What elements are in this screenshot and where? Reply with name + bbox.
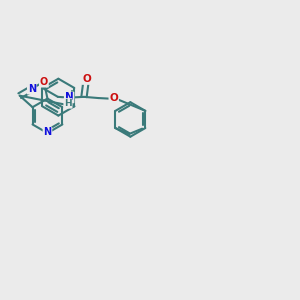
Text: O: O xyxy=(82,74,91,84)
Text: N: N xyxy=(28,84,36,94)
Text: N: N xyxy=(44,128,52,137)
Text: N: N xyxy=(65,92,74,102)
Text: O: O xyxy=(110,93,118,103)
Text: O: O xyxy=(40,77,48,87)
Text: H: H xyxy=(64,99,72,108)
